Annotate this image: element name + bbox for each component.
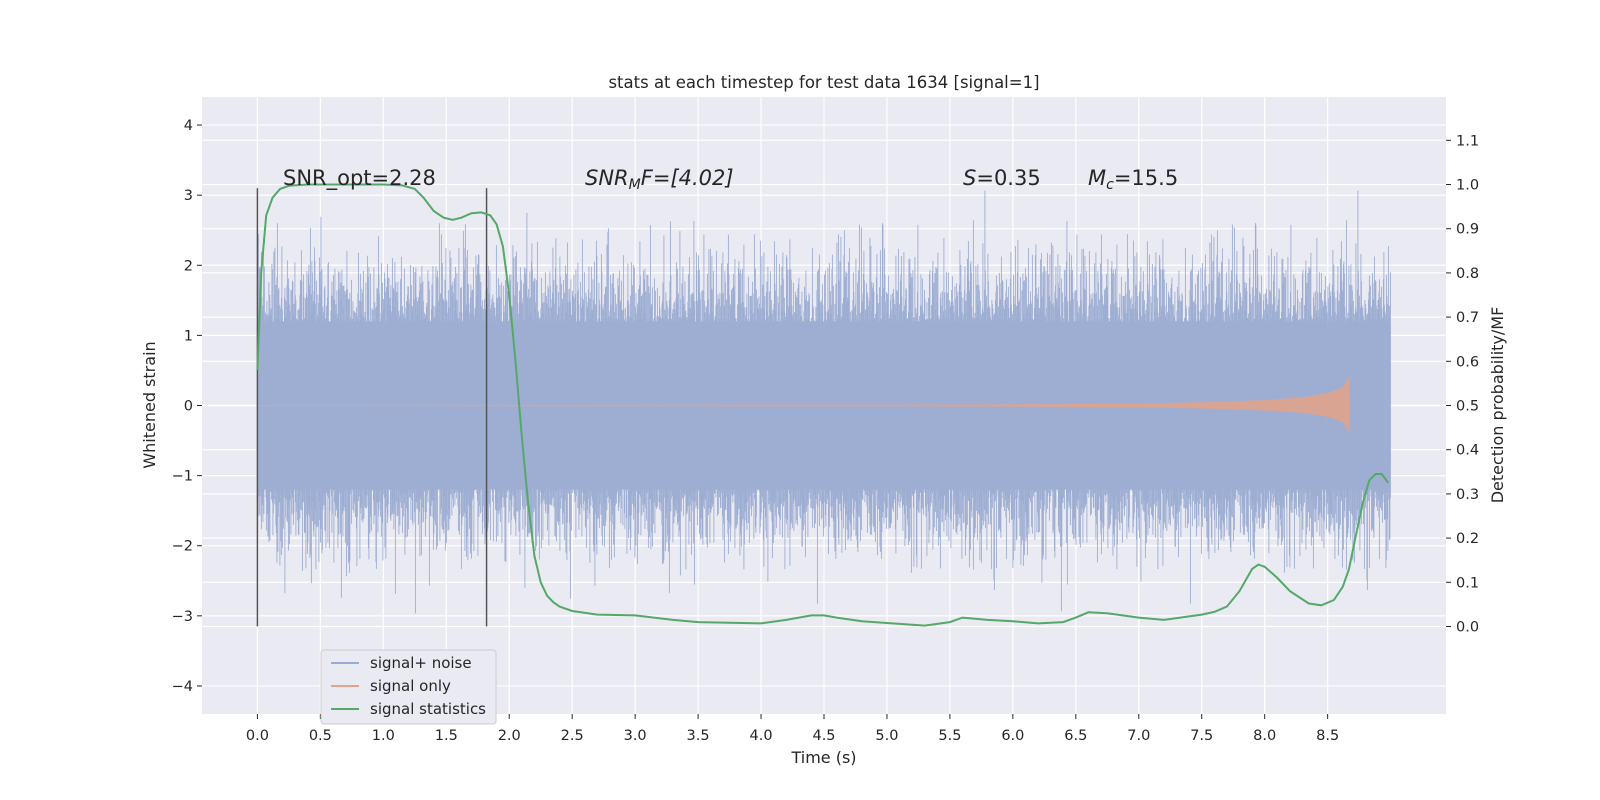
x-tick-label: 2.5 [561, 728, 584, 744]
legend-label-signal: signal only [370, 677, 451, 695]
x-tick-label: 3.0 [624, 728, 647, 744]
y-tick-label-right: 1.1 [1456, 133, 1479, 149]
y-tick-label-right: 1.0 [1456, 178, 1479, 194]
statistics-trace [256, 183, 1389, 627]
vertical-marker-layer [256, 188, 488, 627]
chart-title: stats at each timestep for test data 163… [608, 73, 1039, 92]
legend-label-stats: signal statistics [370, 700, 486, 718]
y-tick-label-right: 0.1 [1456, 575, 1479, 591]
annotation-s: S=0.35 [963, 166, 1041, 190]
y-tick-label-left: −4 [172, 679, 193, 695]
y-tick-label-right: 0.6 [1456, 354, 1479, 370]
x-tick-label: 6.0 [1001, 728, 1024, 744]
annotation-mc: Mc=15.5 [1088, 166, 1178, 193]
x-tick-label: 0.0 [246, 728, 269, 744]
y-tick-label-right: 0.0 [1456, 619, 1479, 635]
y-tick-label-left: 2 [184, 258, 193, 274]
x-tick-label: 6.5 [1064, 728, 1087, 744]
statistics-series-layer [256, 183, 1389, 627]
x-tick-label: 8.0 [1253, 728, 1276, 744]
tick-labels-layer: 0.0 0.5 1.0 1.5 2.0 2.5 3.0 3.5 4.0 4.5 5.0 5.5 6.0 6… [172, 118, 1479, 744]
y-tick-label-left: 3 [184, 188, 193, 204]
y-axis-label-right: Detection probability/MF [1488, 307, 1507, 504]
y-tick-label-right: 0.2 [1456, 531, 1479, 547]
x-tick-label: 4.0 [750, 728, 773, 744]
legend: signal+ noise signal only signal statist… [320, 649, 497, 725]
y-tick-label-right: 0.5 [1456, 399, 1479, 415]
annotation-snr-mf: SNRMF=[4.02] [585, 166, 734, 193]
y-tick-label-left: −3 [172, 609, 193, 625]
x-tick-label: 5.5 [938, 728, 961, 744]
y-tick-label-right: 0.4 [1456, 443, 1479, 459]
x-tick-label: 5.0 [875, 728, 898, 744]
y-tick-label-right: 0.7 [1456, 310, 1479, 326]
y-tick-label-right: 0.9 [1456, 222, 1479, 238]
x-tick-label: 0.5 [309, 728, 332, 744]
y-axis-label-left: Whitened strain [140, 341, 159, 468]
x-tick-label: 3.5 [687, 728, 710, 744]
x-tick-label: 4.5 [812, 728, 835, 744]
x-tick-label: 1.5 [435, 728, 458, 744]
y-tick-label-right: 0.8 [1456, 266, 1479, 282]
y-tick-label-left: 1 [184, 328, 193, 344]
legend-label-noise: signal+ noise [370, 654, 472, 672]
x-axis-label: Time (s) [790, 748, 856, 767]
x-tick-label: 7.5 [1190, 728, 1213, 744]
x-tick-label: 7.0 [1127, 728, 1150, 744]
annotation-snr-opt: SNR_opt=2.28 [283, 166, 436, 191]
y-tick-label-left: 4 [184, 118, 193, 134]
signal-only-series-layer [257, 375, 1350, 433]
x-tick-label: 8.5 [1316, 728, 1339, 744]
y-tick-label-left: 0 [184, 399, 193, 415]
x-tick-label: 1.0 [372, 728, 395, 744]
y-tick-label-left: −2 [172, 539, 193, 555]
y-tick-label-right: 0.3 [1456, 487, 1479, 503]
y-tick-label-left: −1 [172, 469, 193, 485]
x-tick-label: 2.0 [498, 728, 521, 744]
signal-only-trace [257, 375, 1350, 433]
legend-box [320, 649, 497, 725]
